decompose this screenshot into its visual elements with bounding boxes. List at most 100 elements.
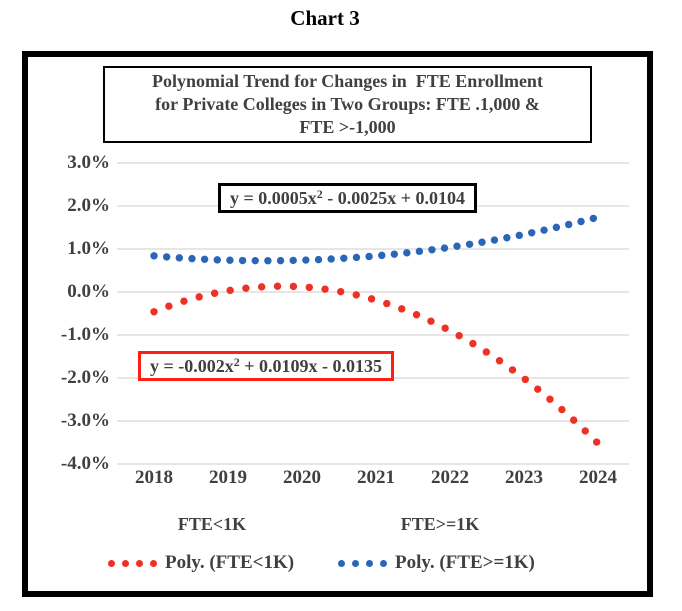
chart-title-line-3: FTE >-1,000: [299, 117, 396, 137]
trend-dot: [490, 236, 499, 244]
x-tick-label: 2023: [505, 467, 543, 488]
trend-dot: [495, 357, 504, 365]
legend-group-label-fte-lt-1k: FTE<1K: [177, 514, 247, 534]
x-tick-label: 2022: [431, 467, 469, 488]
x-tick-label: 2018: [135, 467, 173, 488]
legend-dot: [108, 559, 115, 567]
trend-dot: [592, 438, 601, 446]
trend-dot: [482, 348, 491, 356]
trend-dot: [213, 256, 221, 264]
legend-group-label-fte-ge-1k: FTE>=1K: [400, 514, 480, 534]
trend-dot: [257, 283, 266, 291]
trend-dot: [337, 287, 345, 296]
trend-dot: [305, 283, 313, 292]
trend-dot: [569, 416, 578, 424]
trend-dot: [581, 427, 589, 435]
trend-dot: [558, 405, 566, 414]
trend-dot: [577, 217, 585, 226]
legend-entry-label: Poly. (FTE<1K): [165, 552, 295, 573]
trend-dot: [238, 256, 247, 265]
equation-superscript: 2: [316, 187, 323, 201]
x-tick-label: 2019: [209, 467, 247, 488]
trend-dot: [340, 254, 348, 262]
trend-dot: [242, 284, 250, 292]
legend-dot: [122, 559, 129, 567]
trend-dot: [175, 254, 184, 262]
trend-dot: [302, 256, 310, 264]
trend-dot: [552, 223, 561, 232]
trend-dot: [415, 247, 424, 256]
y-tick-label: -4.0%: [60, 453, 110, 474]
legend-entry-poly-fte-ge-1k: Poly. (FTE>=1K): [338, 549, 535, 577]
trend-dot: [180, 297, 188, 305]
legend-dot: [366, 559, 373, 567]
trend-dot: [428, 246, 436, 254]
trend-dot: [314, 255, 323, 264]
legend-dot: [380, 559, 387, 567]
chart-title-box: Polynomial Trend for Changes in FTE Enro…: [103, 66, 592, 143]
trend-dot: [264, 257, 272, 265]
trend-dot: [289, 282, 298, 291]
chart-title-line-2: for Private Colleges in Two Groups: FTE …: [155, 94, 540, 114]
equation-label-fte-ge-1k: y = 0.0005x2 - 0.0025x + 0.0104: [218, 183, 478, 213]
trend-dot: [564, 220, 573, 229]
red-dotted-trendline-swatch: [108, 559, 157, 567]
trend-dot: [427, 317, 435, 325]
trend-dot: [289, 256, 297, 265]
blue-dotted-trendline-swatch: [338, 559, 387, 567]
trend-dot: [465, 240, 474, 248]
x-tick-label: 2021: [357, 467, 395, 488]
trend-dot: [162, 253, 171, 261]
trend-dot: [528, 229, 536, 237]
trend-dot: [455, 331, 463, 340]
trend-dot: [251, 256, 259, 265]
trend-dot: [321, 285, 329, 293]
legend-entry-label: Poly. (FTE>=1K): [395, 552, 535, 573]
trend-dot: [226, 256, 234, 264]
legend-dot: [338, 559, 345, 567]
trend-dot: [210, 289, 219, 297]
chart-title-line-1: Polynomial Trend for Changes in FTE Enro…: [152, 71, 543, 91]
x-tick-label: 2024: [579, 467, 617, 488]
equation-superscript: 2: [233, 355, 240, 369]
legend-dot: [150, 559, 157, 567]
equation-label-fte-lt-1k: y = -0.002x2 + 0.0109x - 0.0135: [138, 351, 395, 381]
y-tick-label: -2.0%: [60, 367, 110, 388]
trend-dot: [165, 302, 173, 310]
trend-dot: [150, 252, 158, 260]
legend-entry-poly-fte-lt-1k: Poly. (FTE<1K): [108, 549, 294, 577]
equation-text: + 0.0109x - 0.0135: [239, 356, 383, 376]
trend-dot: [403, 249, 411, 257]
trend-dot: [441, 324, 449, 332]
trend-dot: [327, 255, 335, 263]
trend-dot: [200, 255, 209, 263]
y-tick-label: -1.0%: [60, 324, 110, 345]
y-tick-label: 0.0%: [67, 281, 110, 302]
legend-dot: [136, 559, 143, 567]
trend-dot: [540, 226, 548, 234]
trend-dot: [469, 339, 477, 348]
y-tick-label: 2.0%: [67, 195, 110, 216]
trend-dot: [398, 305, 406, 313]
trend-dot: [521, 375, 529, 384]
legend-dot: [352, 559, 359, 567]
y-tick-label: 3.0%: [67, 152, 110, 173]
trend-dot: [365, 252, 373, 261]
trend-dot: [453, 242, 461, 250]
trend-dot: [367, 295, 376, 303]
trend-dot: [276, 256, 285, 265]
trend-dot: [412, 311, 421, 319]
trend-dot: [440, 244, 449, 252]
trend-dot: [546, 395, 554, 403]
trend-dot: [188, 254, 196, 263]
trend-dot: [352, 291, 360, 299]
trend-dot: [589, 214, 598, 223]
equation-text: - 0.0025x + 0.0104: [322, 188, 466, 208]
trend-dot: [273, 282, 282, 290]
figure-title: Chart 3: [290, 6, 360, 30]
trend-dot: [534, 385, 542, 393]
trend-dot: [508, 366, 517, 374]
y-tick-label: -3.0%: [60, 410, 110, 431]
trend-dot: [378, 251, 386, 260]
